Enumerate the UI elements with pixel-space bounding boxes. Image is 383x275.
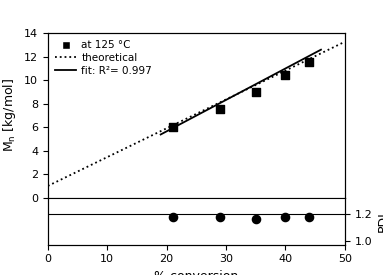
Point: [169, 215, 175, 219]
Point: [306, 215, 312, 219]
Point: [282, 215, 288, 219]
Point: [169, 125, 175, 129]
Y-axis label: $\mathregular{M_n}$ [kg/mol]: $\mathregular{M_n}$ [kg/mol]: [2, 78, 18, 152]
Y-axis label: PDI: PDI: [376, 211, 383, 232]
Point: [306, 60, 312, 65]
Point: [253, 216, 259, 221]
Point: [282, 73, 288, 78]
Point: [217, 107, 223, 112]
Point: [217, 215, 223, 219]
Legend: at 125 °C, theoretical, fit: R²= 0.997: at 125 °C, theoretical, fit: R²= 0.997: [53, 38, 154, 78]
Point: [253, 90, 259, 94]
X-axis label: % conversion: % conversion: [154, 270, 238, 275]
